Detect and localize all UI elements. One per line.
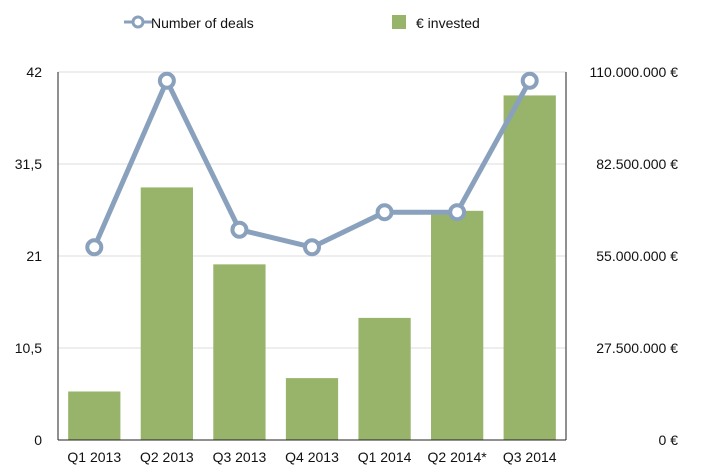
left-tick-label: 10,5 [15,340,42,356]
x-tick-label: Q1 2013 [67,449,121,465]
x-tick-label: Q3 2013 [213,449,267,465]
point-deals-3 [303,238,321,257]
right-tick-label: 27.500.000 € [596,340,678,356]
bar-invested-3 [285,378,339,440]
legend: Number of deals € invested [124,15,480,31]
point-deals-5 [448,203,467,222]
x-tick-label: Q2 2014* [428,449,488,465]
legend-marker-deals [131,15,145,29]
bar-invested-0 [68,391,121,440]
bar-invested-1 [140,187,193,440]
right-tick-label: 110.000.000 € [590,64,679,80]
point-deals-1 [157,71,176,90]
point-deals-0 [85,238,104,257]
right-tick-label: 82.500.000 € [596,156,678,172]
left-tick-label: 42 [26,64,42,80]
bar-invested-2 [213,264,266,440]
x-tick-label: Q1 2014 [358,449,412,465]
x-tick-label: Q4 2013 [285,449,339,465]
right-tick-label: 55.000.000 € [596,248,678,264]
legend-item-invested: € invested [392,15,480,31]
axes [57,72,567,441]
tick-labels: 0 10,5 21 31,5 42 0 € 27.500.000 € 55.000.000 €… [15,64,678,465]
legend-swatch-invested [392,15,406,29]
x-tick-label: Q3 2014 [503,449,557,465]
point-deals-6 [520,71,539,90]
x-tick-label: Q2 2013 [140,449,194,465]
gridlines [58,71,566,349]
left-tick-label: 31,5 [15,156,42,172]
left-tick-label: 0 [34,432,42,448]
bar-invested-6 [503,95,556,440]
bar-invested-5 [431,210,484,440]
legend-item-deals: Number of deals [124,15,254,31]
legend-label-invested: € invested [416,15,480,31]
point-deals-4 [375,203,394,222]
right-tick-label: 0 € [659,432,679,448]
left-tick-label: 21 [26,248,42,264]
bar-invested-4 [358,317,411,440]
legend-label-deals: Number of deals [151,15,254,31]
point-deals-2 [230,220,249,239]
bar-series [68,95,556,440]
line-series [85,71,539,257]
